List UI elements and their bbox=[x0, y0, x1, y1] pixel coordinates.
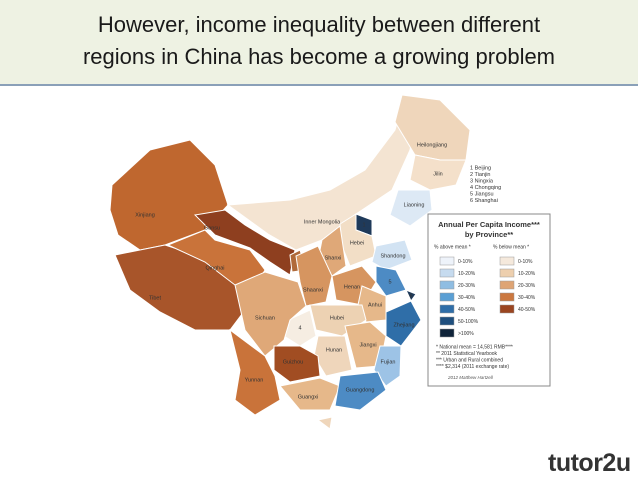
title-bar: However, income inequality between diffe… bbox=[0, 0, 638, 86]
province-label: Henan bbox=[344, 284, 360, 290]
legend-swatch bbox=[439, 268, 455, 278]
legend-label: 10-20% bbox=[458, 271, 476, 277]
legend-swatch bbox=[499, 256, 515, 266]
province-label: Hubei bbox=[330, 315, 344, 321]
province bbox=[409, 154, 467, 191]
legend-swatch bbox=[439, 256, 455, 266]
province bbox=[166, 229, 266, 296]
province-label: Inner Mongolia bbox=[304, 219, 341, 225]
province-label: Hunan bbox=[326, 347, 342, 353]
legend-title: Annual Per Capita Income*** bbox=[438, 220, 540, 229]
key-item: 5 Jiangsu bbox=[470, 191, 494, 197]
province-label: Xinjiang bbox=[135, 212, 155, 218]
legend-note: *** Urban and Rural combined bbox=[436, 357, 503, 363]
legend-swatch bbox=[499, 280, 515, 290]
province bbox=[371, 239, 413, 271]
legend-label: 10-20% bbox=[518, 271, 536, 277]
legend-label: 50-100% bbox=[458, 319, 479, 325]
province-label: Sichuan bbox=[255, 315, 275, 321]
legend-swatch bbox=[439, 292, 455, 302]
province bbox=[385, 300, 422, 347]
legend-label: 20-30% bbox=[518, 283, 536, 289]
legend-label: 20-30% bbox=[458, 283, 476, 289]
province-label: Qinghai bbox=[206, 265, 225, 271]
legend-swatch bbox=[439, 316, 455, 326]
province-label: Shanxi bbox=[325, 255, 342, 261]
legend-credit: 2012 Matthew Hartzell bbox=[447, 375, 494, 380]
province bbox=[229, 328, 281, 416]
legend-label: 30-40% bbox=[518, 295, 536, 301]
legend-note: ** 2011 Statistical Yearbook bbox=[436, 351, 498, 357]
legend-label: 40-50% bbox=[458, 307, 476, 313]
legend-swatch bbox=[499, 268, 515, 278]
province bbox=[295, 245, 333, 307]
province-label: Gansu bbox=[204, 225, 220, 231]
key-item: 1 Beijing bbox=[470, 165, 491, 171]
title-line: regions in China has become a growing pr… bbox=[82, 44, 556, 69]
key-item: 4 Chongqing bbox=[470, 185, 501, 191]
province-label: Guizhou bbox=[283, 359, 304, 365]
legend-swatch bbox=[439, 304, 455, 314]
province-label: Guangdong bbox=[346, 387, 375, 393]
province-label: Shandong bbox=[380, 253, 405, 259]
province-label: Guangxi bbox=[298, 394, 319, 400]
key-item: 6 Shanghai bbox=[470, 198, 498, 204]
legend-swatch bbox=[439, 328, 455, 338]
province-label: Heilongjiang bbox=[417, 142, 447, 148]
province bbox=[234, 271, 307, 357]
province bbox=[316, 416, 333, 430]
legend-label: 40-50% bbox=[518, 307, 536, 313]
legend-label: 0-10% bbox=[458, 259, 473, 265]
province bbox=[334, 371, 387, 411]
province bbox=[405, 289, 417, 302]
province bbox=[226, 104, 419, 251]
province bbox=[109, 139, 229, 251]
province-label: Shaanxi bbox=[303, 287, 323, 293]
province-label: Zhejiang bbox=[393, 322, 414, 328]
province bbox=[375, 265, 407, 297]
province-label: Liaoning bbox=[404, 202, 425, 208]
province-label: Yunnan bbox=[245, 377, 264, 383]
legend-swatch bbox=[499, 292, 515, 302]
province bbox=[357, 285, 387, 323]
province-label: Anhui bbox=[368, 302, 382, 308]
province bbox=[373, 345, 402, 387]
province-label: 1 bbox=[362, 222, 365, 228]
province bbox=[279, 377, 341, 411]
province-label: 4 bbox=[298, 325, 301, 331]
province-label: Tibet bbox=[149, 295, 161, 301]
legend-note: * National mean = 14,581 RMB**** bbox=[436, 344, 513, 350]
province bbox=[389, 189, 433, 227]
logo: tutor2u bbox=[548, 449, 631, 477]
province-label: Fujian bbox=[381, 359, 396, 365]
map: Xinjiang Tibet Qinghai Gansu Inner Mongolia H… bbox=[109, 94, 551, 430]
province-label: Jilin bbox=[433, 171, 442, 177]
key-item: 2 Tianjin bbox=[470, 172, 491, 178]
legend-swatch bbox=[499, 304, 515, 314]
province-label: 6 bbox=[409, 293, 412, 299]
legend-label: >100% bbox=[458, 331, 474, 337]
title-line: However, income inequality between diffe… bbox=[97, 12, 541, 37]
key-item: 3 Ningxia bbox=[470, 178, 494, 184]
legend-title: by Province** bbox=[465, 230, 513, 239]
legend-swatch bbox=[439, 280, 455, 290]
legend-note: **** $2,314 (2011 exchange rate) bbox=[436, 364, 509, 370]
province-label: Hebei bbox=[350, 240, 364, 246]
province bbox=[313, 335, 353, 377]
legend-label: 30-40% bbox=[458, 295, 476, 301]
province bbox=[273, 345, 321, 383]
legend-header: % below mean * bbox=[493, 244, 529, 250]
legend-label: 0-10% bbox=[518, 259, 533, 265]
legend-header: % above mean * bbox=[434, 244, 471, 250]
province-label: 5 bbox=[388, 279, 391, 285]
province-label: Jiangxi bbox=[359, 342, 376, 348]
